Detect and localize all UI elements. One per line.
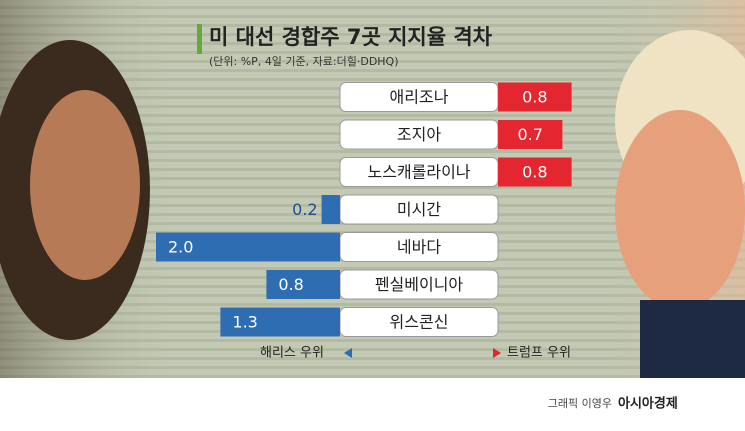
category-label: 노스캐롤라이나 xyxy=(367,163,470,182)
category-label: 미시간 xyxy=(397,200,441,219)
portrait-right-suit xyxy=(640,300,745,378)
title-accent xyxy=(197,24,202,54)
bar xyxy=(321,195,340,224)
chart-subtitle: (단위: %P, 4일 기준, 자료:더힐·DDHQ) xyxy=(209,54,399,68)
value-label: 0.8 xyxy=(278,275,303,294)
value-label: 2.0 xyxy=(168,238,193,257)
portrait-left-face xyxy=(30,90,140,280)
legend-marker xyxy=(344,348,352,358)
value-label: 0.8 xyxy=(522,163,547,182)
legend-label: 트럼프 우위 xyxy=(507,346,571,361)
value-label: 0.8 xyxy=(522,88,547,107)
bar xyxy=(498,120,563,149)
bar xyxy=(220,307,340,337)
value-label: 0.2 xyxy=(292,200,317,219)
category-label: 조지아 xyxy=(397,125,441,144)
chart-title: 미 대선 경합주 7곳 지지율 격차 xyxy=(209,25,493,49)
bar xyxy=(498,82,572,112)
bar xyxy=(498,157,572,187)
portrait-right-face xyxy=(615,110,745,310)
legend-marker xyxy=(493,348,501,358)
credit: 그래픽 이영우 xyxy=(548,397,612,410)
bar xyxy=(266,270,340,299)
category-label: 애리조나 xyxy=(390,88,449,107)
category-label: 위스콘신 xyxy=(390,313,449,332)
value-label: 0.7 xyxy=(517,125,542,144)
value-label: 1.3 xyxy=(232,313,257,332)
publisher: 아시아경제 xyxy=(618,396,678,412)
legend-label: 해리스 우위 xyxy=(260,346,324,361)
category-label: 펜실베이니아 xyxy=(375,275,464,294)
bar xyxy=(156,232,340,262)
category-label: 네바다 xyxy=(397,238,441,257)
